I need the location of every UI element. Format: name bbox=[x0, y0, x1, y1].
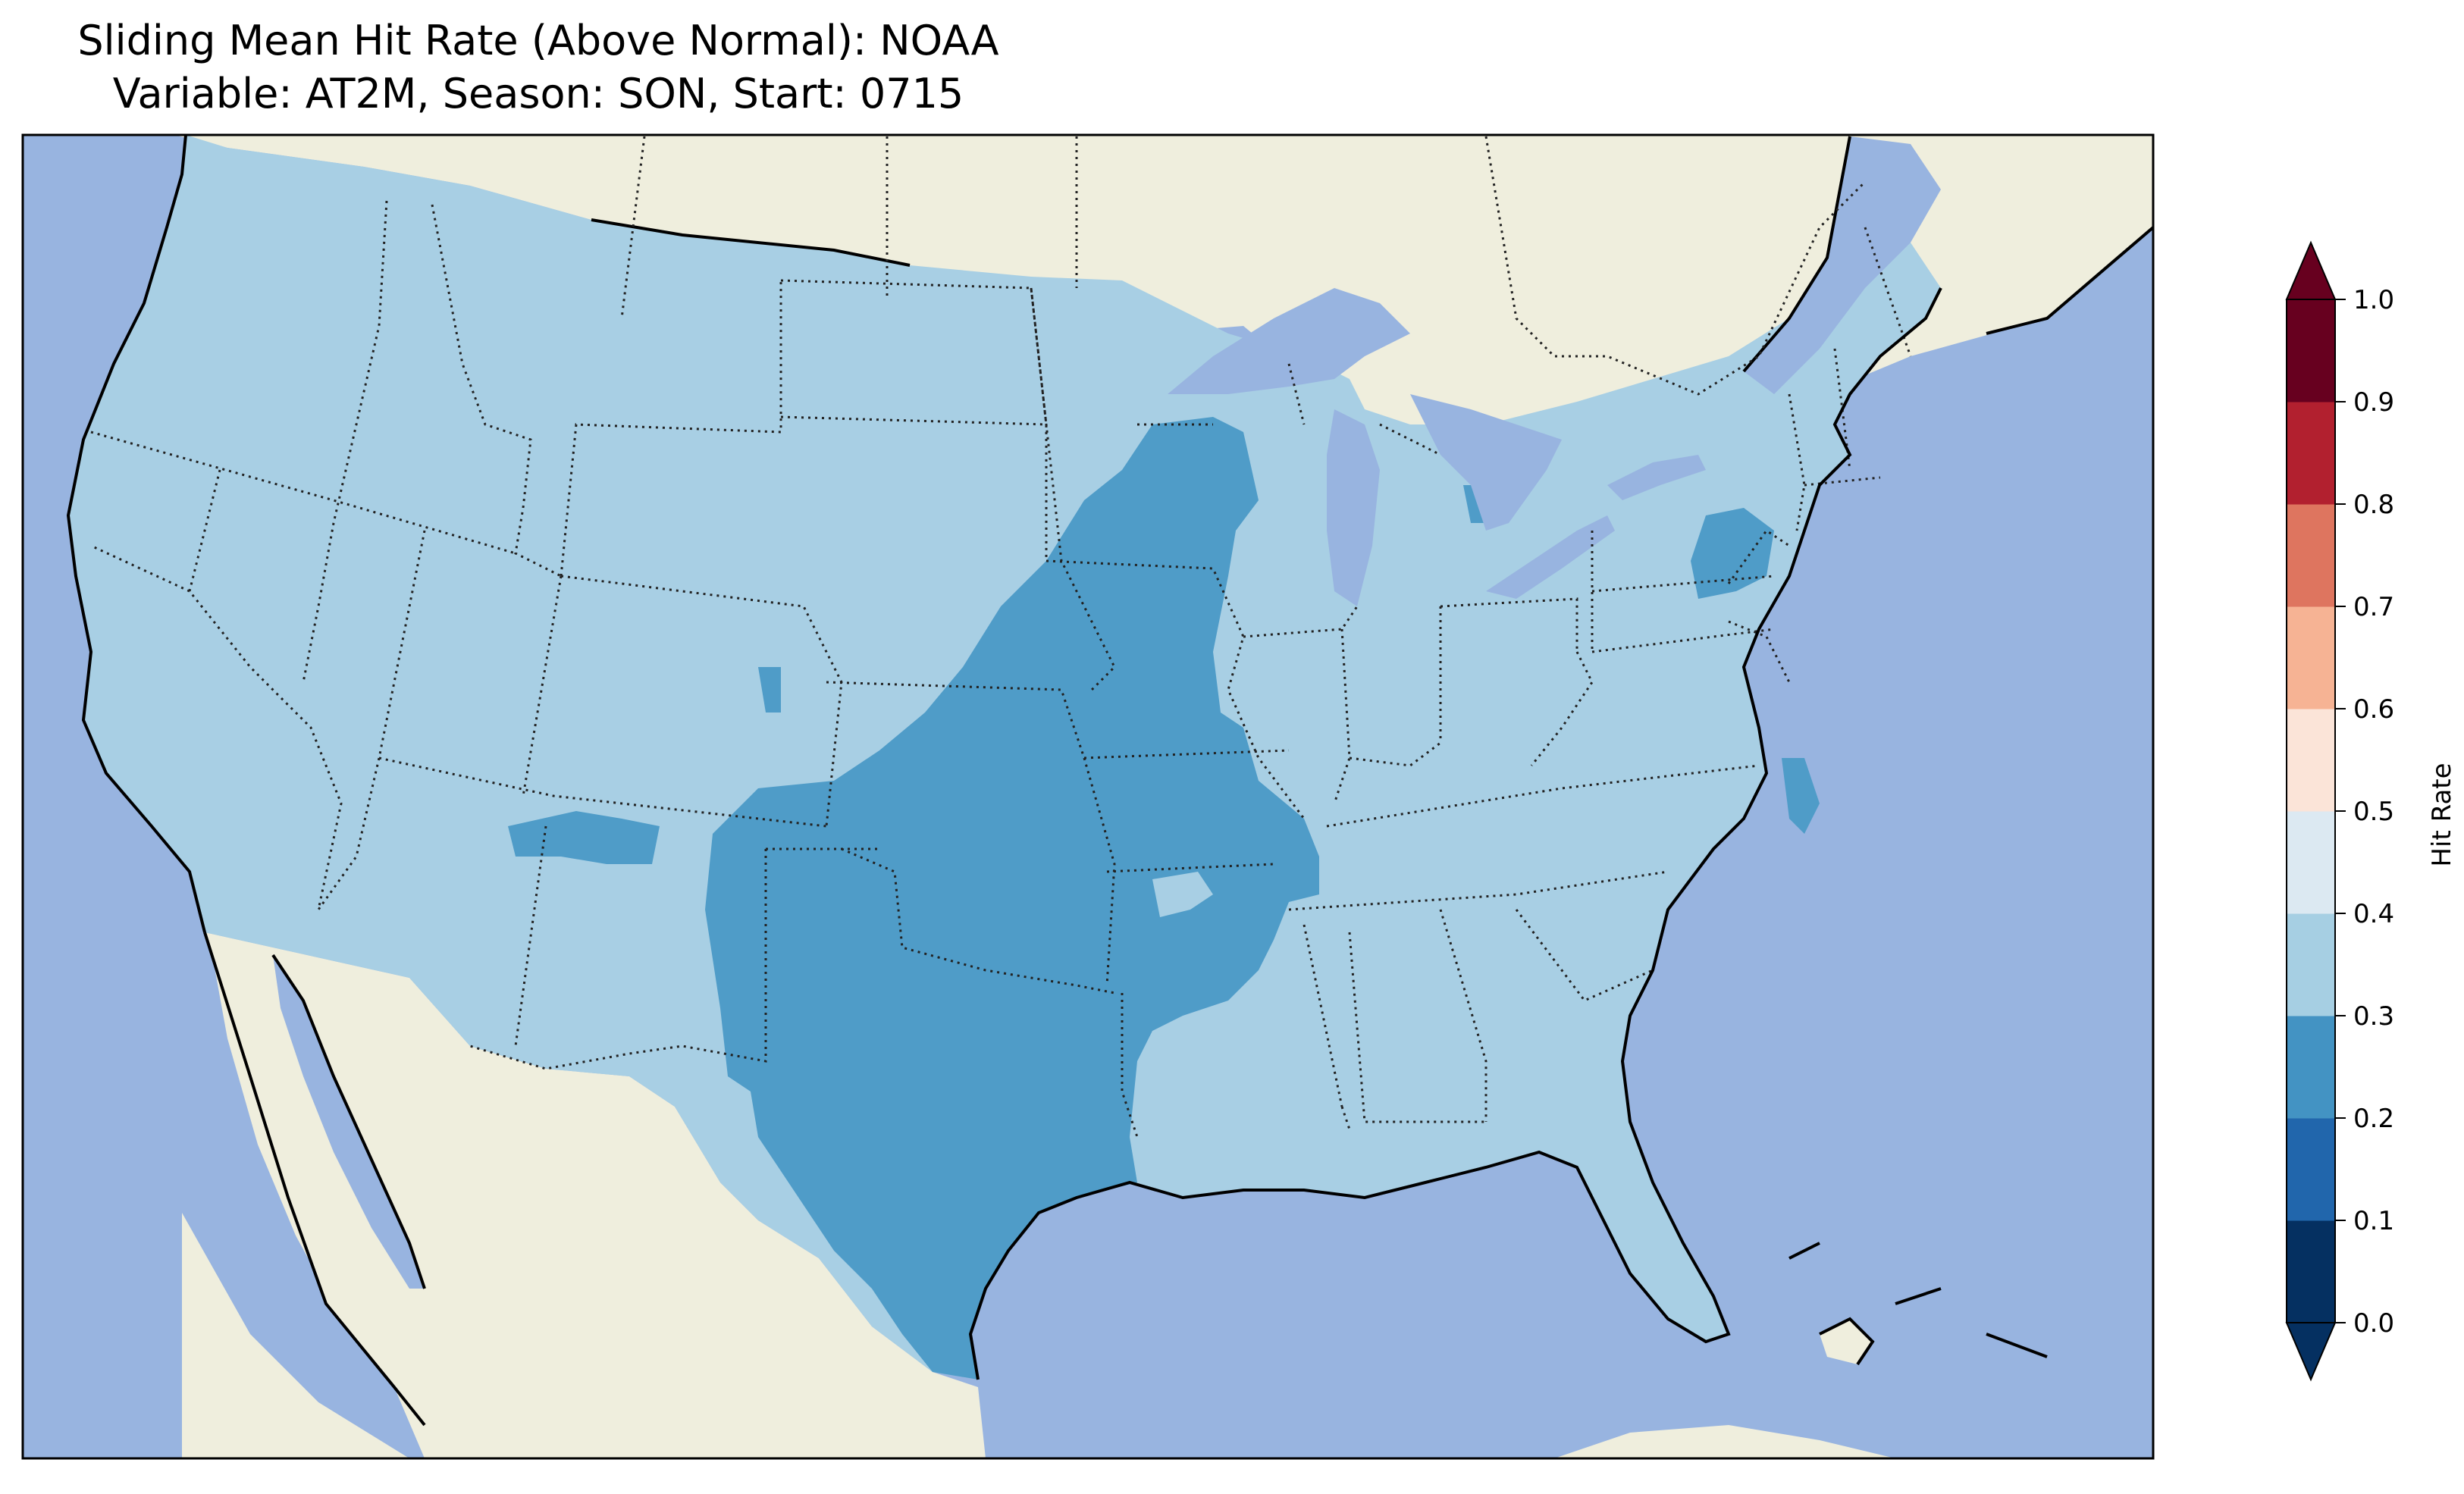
low-region-virginia-coast bbox=[1782, 758, 1820, 834]
colorbar: 0.0 0.1 0.2 0.3 0.4 0.5 0.6 0.7 0.8 0.9 1.0 bbox=[2285, 240, 2394, 1382]
colorbar-segment bbox=[2287, 811, 2335, 914]
low-region-central bbox=[705, 417, 1319, 1380]
lake-superior bbox=[1168, 288, 1410, 394]
lake-michigan bbox=[1327, 409, 1380, 606]
colorbar-segment bbox=[2287, 1220, 2335, 1323]
mexico-land bbox=[182, 932, 1137, 1458]
lake-huron bbox=[1410, 394, 1562, 531]
map-subtitle: Variable: AT2M, Season: SON, Start: 0715 bbox=[112, 70, 964, 117]
colorbar-segment bbox=[2287, 1118, 2335, 1221]
colorbar-tick-label: 0.7 bbox=[2353, 592, 2394, 622]
colorbar-segment bbox=[2287, 606, 2335, 709]
colorbar-tick-label: 0.3 bbox=[2353, 1001, 2394, 1032]
lake-ontario bbox=[1607, 455, 1706, 500]
colorbar-segment bbox=[2287, 299, 2335, 402]
coastlines bbox=[66, 135, 2153, 1427]
yucatan-land bbox=[1554, 1425, 1895, 1458]
high-class-arkansas-patch bbox=[1152, 872, 1213, 917]
map-frame bbox=[21, 133, 2155, 1460]
colorbar-segment bbox=[2287, 913, 2335, 1016]
colorbar-tick-label: 0.6 bbox=[2353, 694, 2394, 725]
lake-erie bbox=[1486, 515, 1615, 599]
low-region-southwest bbox=[508, 811, 660, 864]
low-region-pennsylvania bbox=[1691, 508, 1774, 599]
st-lawrence-water bbox=[1744, 136, 1941, 394]
map-title: Sliding Mean Hit Rate (Above Normal): NO… bbox=[77, 17, 999, 64]
colorbar-tick-label: 0.5 bbox=[2353, 797, 2394, 827]
colorbar-tick-label: 0.0 bbox=[2353, 1308, 2394, 1339]
colorbar-tick-label: 0.2 bbox=[2353, 1104, 2394, 1134]
country-borders bbox=[620, 136, 1867, 396]
colorbar-segment bbox=[2287, 402, 2335, 505]
colorbar-segment bbox=[2287, 709, 2335, 812]
colorbar-tick-label: 0.9 bbox=[2353, 387, 2394, 418]
baja-peninsula bbox=[212, 940, 440, 1425]
colorbar-tick-label: 0.4 bbox=[2353, 899, 2394, 929]
state-boundaries bbox=[90, 200, 1912, 1138]
colorbar-segment bbox=[2287, 1016, 2335, 1119]
colorbar-extend-max bbox=[2285, 240, 2337, 300]
gulf-of-california bbox=[273, 955, 425, 1289]
colorbar-extend-min bbox=[2285, 1322, 2337, 1382]
colorbar-tick-label: 0.8 bbox=[2353, 490, 2394, 520]
low-region-colorado bbox=[758, 667, 781, 713]
colorbar-segment bbox=[2287, 504, 2335, 607]
colorbar-tick-label: 1.0 bbox=[2353, 285, 2394, 315]
canada-land bbox=[174, 135, 2153, 561]
colorbar-tick-label: 0.1 bbox=[2353, 1206, 2394, 1236]
colorbar-label: Hit Rate bbox=[2427, 763, 2457, 866]
